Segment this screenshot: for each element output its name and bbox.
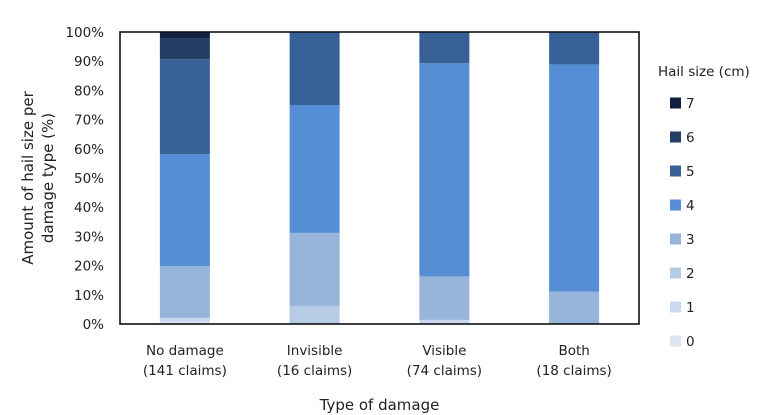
y-tick-label: 100% <box>65 25 104 41</box>
y-tick-label: 70% <box>74 113 104 129</box>
bar-segment <box>419 319 470 324</box>
bar-segment <box>289 32 340 105</box>
plot-frame <box>119 31 640 325</box>
x-tick-label: Invisible (16 claims) <box>277 343 352 379</box>
legend-label: 6 <box>686 130 695 146</box>
y-tick-label: 0% <box>83 317 105 333</box>
bar-segment <box>289 105 340 233</box>
legend-label: 3 <box>686 232 695 248</box>
y-tick-label: 20% <box>74 259 104 275</box>
x-axis-ticks: No damage (141 claims) Invisible (16 claims… <box>143 343 612 379</box>
bar-segment <box>159 32 210 39</box>
y-tick-label: 10% <box>74 288 104 304</box>
bar-segment <box>159 59 210 155</box>
y-tick-label: 40% <box>74 200 104 216</box>
legend-swatch <box>670 97 681 109</box>
legend-swatch <box>670 335 681 347</box>
y-axis-title: Amount of hail size per damage type (%) <box>19 90 57 264</box>
bar-segment <box>419 63 470 277</box>
x-tick-label: No damage (141 claims) <box>143 343 227 379</box>
y-tick-label: 50% <box>74 171 104 187</box>
y-axis-ticks: 0% 10% 20% 30% 40% 50% 60% 70% 80% 90% 100% <box>65 25 104 333</box>
bar-segment <box>289 305 340 324</box>
bar-segment <box>289 232 340 306</box>
x-axis-title: Type of damage <box>319 396 440 414</box>
legend-swatch <box>670 199 681 211</box>
bar-segment <box>419 276 470 320</box>
legend-swatch <box>670 131 681 143</box>
bar-segment <box>549 32 600 65</box>
y-tick-label: 80% <box>74 83 104 99</box>
legend: Hail size (cm) 7 6 5 4 3 2 1 0 <box>658 64 750 350</box>
bar-segment <box>159 38 210 60</box>
bar-segment <box>159 266 210 318</box>
x-tick-label: Visible (74 claims) <box>407 343 482 379</box>
bar-segment <box>159 317 210 322</box>
y-tick-label: 60% <box>74 142 104 158</box>
x-tick-label: Both (18 claims) <box>536 343 611 379</box>
bar-segment <box>549 64 600 292</box>
legend-swatch <box>670 233 681 245</box>
bar-segment <box>159 321 210 324</box>
bar-segment <box>419 31 470 64</box>
legend-swatch <box>670 165 681 177</box>
bars <box>159 31 600 324</box>
legend-label: 7 <box>686 96 695 112</box>
legend-title: Hail size (cm) <box>658 64 750 80</box>
bar-segment <box>549 291 600 324</box>
legend-label: 0 <box>686 334 695 350</box>
legend-swatch <box>670 267 681 279</box>
legend-label: 5 <box>686 164 695 180</box>
legend-label: 4 <box>686 198 695 214</box>
legend-label: 1 <box>686 300 695 316</box>
y-tick-label: 90% <box>74 54 104 70</box>
legend-label: 2 <box>686 266 695 282</box>
bar-segment <box>159 154 210 267</box>
y-tick-label: 30% <box>74 229 104 245</box>
legend-swatch <box>670 301 681 313</box>
